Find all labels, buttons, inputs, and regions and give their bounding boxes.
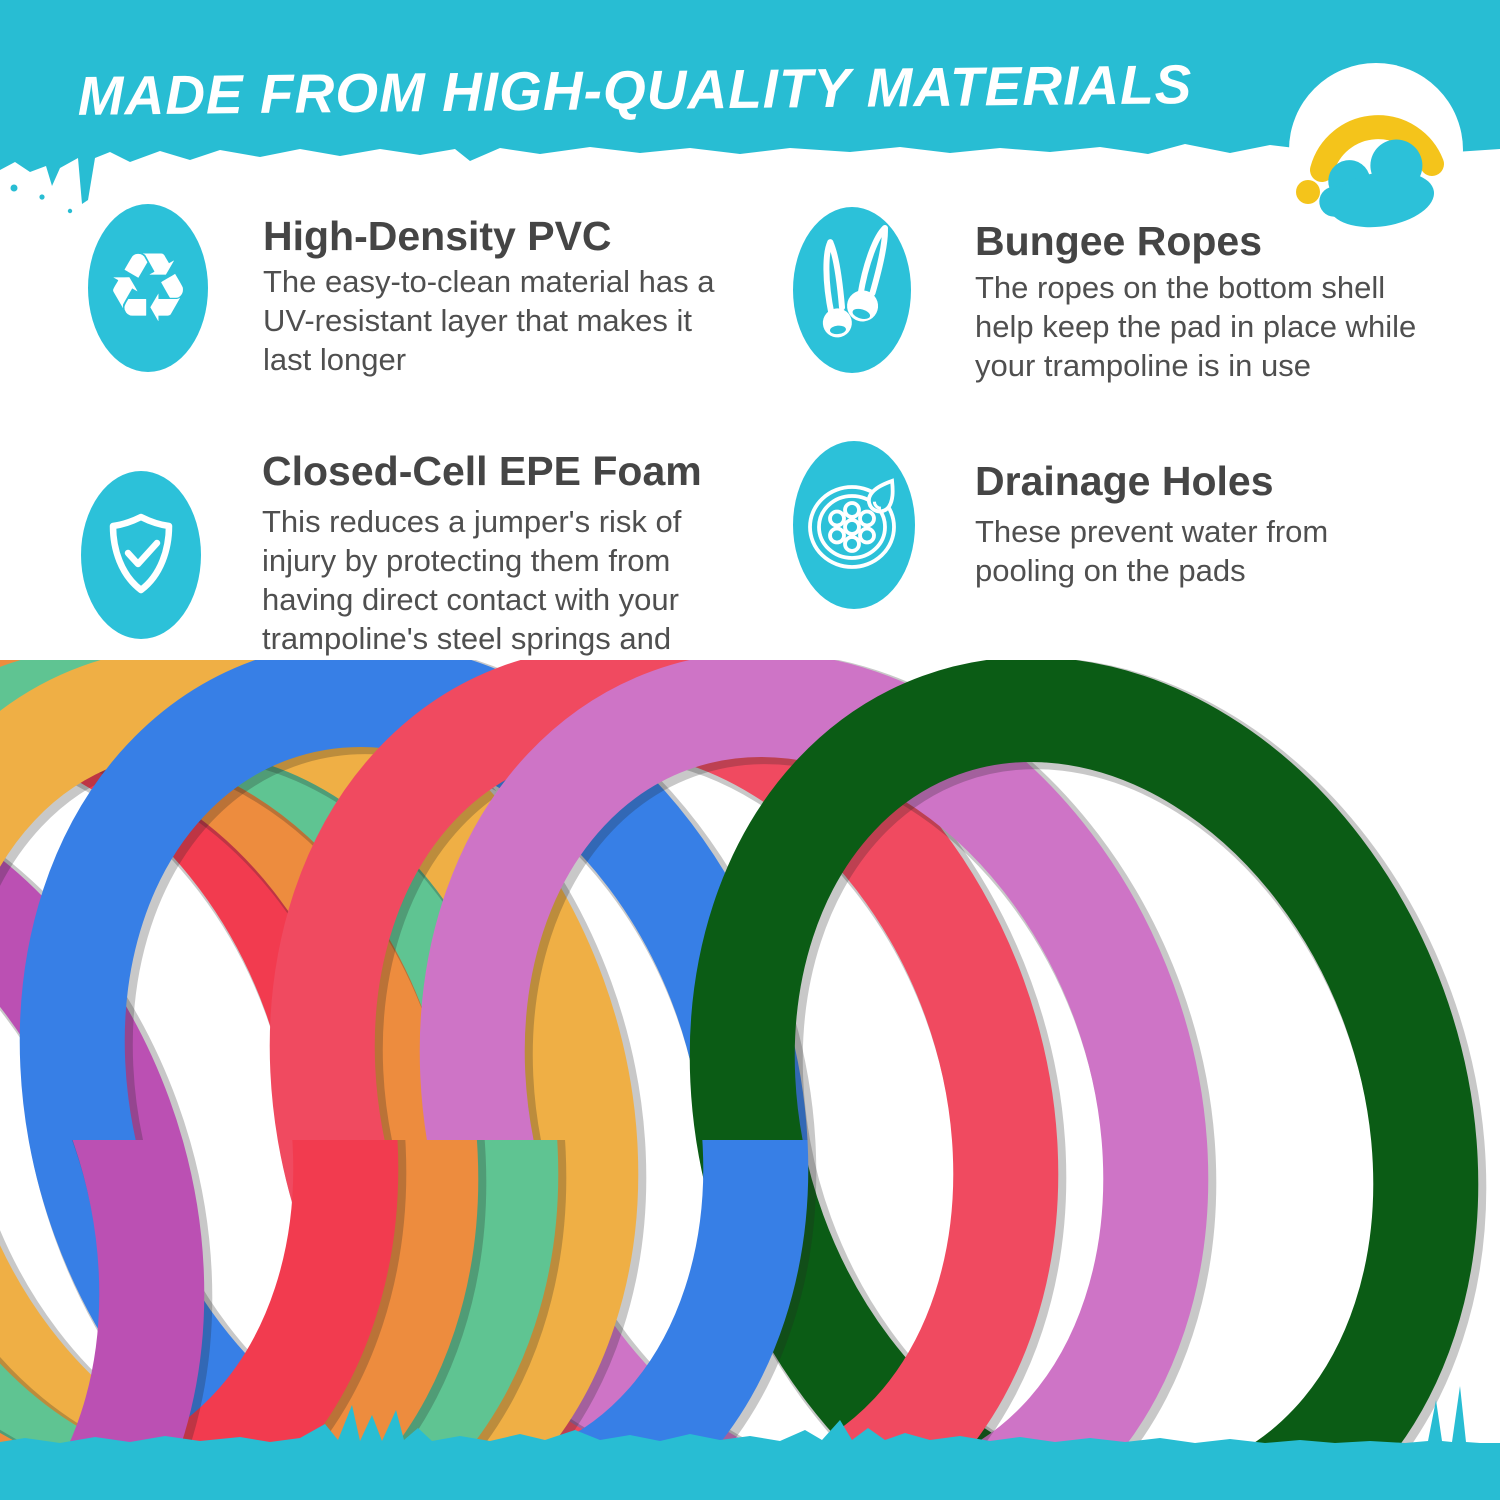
pad-ring <box>0 660 479 1140</box>
header-band <box>0 0 1500 214</box>
bottom-band-shape <box>0 1386 1500 1500</box>
feature-title-pvc: High-Density PVC <box>263 213 612 259</box>
bungee-ropes-icon <box>793 207 911 373</box>
pad-ring <box>689 660 1479 1140</box>
feature-desc-drainage: These prevent water from pooling on the … <box>975 514 1329 588</box>
pads-upper-arcs <box>0 660 1487 1140</box>
header-band-shape <box>0 0 1500 204</box>
paint-speck <box>39 194 45 200</box>
pad-ring <box>419 660 1209 1140</box>
page-title: MADE FROM HIGH-QUALITY MATERIALS <box>77 53 1193 127</box>
trampoline-pads-image <box>0 660 1487 1500</box>
drainage-holes-icon <box>793 441 915 609</box>
shield-check-icon <box>81 471 201 639</box>
recycle-icon: ♻ <box>88 204 208 372</box>
paint-speck <box>10 184 18 192</box>
rainbow-cloud-logo <box>1289 63 1463 237</box>
feature-desc-foam: This reduces a jumper's risk of injury b… <box>262 504 682 695</box>
feature-title-foam: Closed-Cell EPE Foam <box>262 448 702 494</box>
paint-speck <box>67 208 73 214</box>
feature-title-bungee: Bungee Ropes <box>975 218 1263 264</box>
rainbow-dot-icon <box>1296 180 1320 204</box>
feature-desc-bungee: The ropes on the bottom shell help keep … <box>975 270 1417 383</box>
pad-ring <box>269 660 1059 1140</box>
feature-desc-pvc: The easy-to-clean material has a UV-resi… <box>263 264 715 377</box>
bottom-border-band <box>0 1386 1500 1500</box>
cloud-icon <box>1319 139 1435 228</box>
feature-title-drainage: Drainage Holes <box>975 458 1274 504</box>
recycle-glyph: ♻ <box>105 235 191 342</box>
rainbow-arc-icon <box>1310 115 1444 182</box>
pad-ring <box>0 660 639 1140</box>
